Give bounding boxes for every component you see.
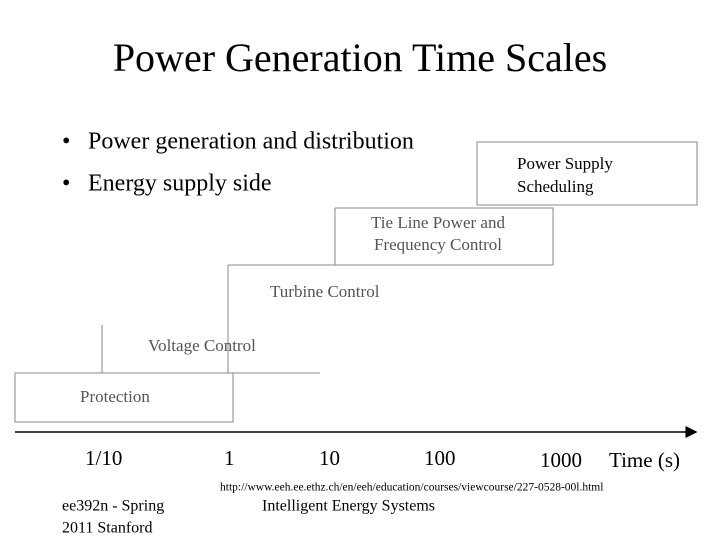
box-label: Protection [80, 387, 150, 406]
box-label: Scheduling [517, 177, 594, 196]
tick-label: 1 [224, 446, 235, 470]
bullet: Energy supply side [88, 171, 272, 197]
bullet-dot: • [62, 129, 70, 155]
box-label: Voltage Control [148, 336, 256, 355]
axis-label: Time (s) [609, 448, 680, 472]
tick-label: 100 [424, 446, 456, 470]
box-label: Frequency Control [374, 235, 502, 254]
box [476, 141, 698, 206]
box-label: Tie Line Power and [371, 213, 505, 232]
box-edge [335, 207, 554, 265]
tick-label: 10 [319, 446, 340, 470]
box-label: Power Supply [517, 154, 613, 173]
tick-label: 1/10 [85, 446, 122, 470]
footer-left: 2011 Stanford [62, 520, 153, 537]
tick-label: 1000 [540, 448, 582, 472]
bullet: Power generation and distribution [88, 129, 414, 155]
footer-left: ee392n - Spring [62, 498, 164, 515]
slide-title: Power Generation Time Scales [113, 35, 607, 80]
source-url: http://www.eeh.ee.ethz.ch/en/eeh/educati… [220, 482, 603, 494]
bullet-dot: • [62, 171, 70, 197]
footer-center: Intelligent Energy Systems [262, 498, 435, 515]
box-label: Turbine Control [270, 282, 380, 301]
box [14, 372, 234, 423]
